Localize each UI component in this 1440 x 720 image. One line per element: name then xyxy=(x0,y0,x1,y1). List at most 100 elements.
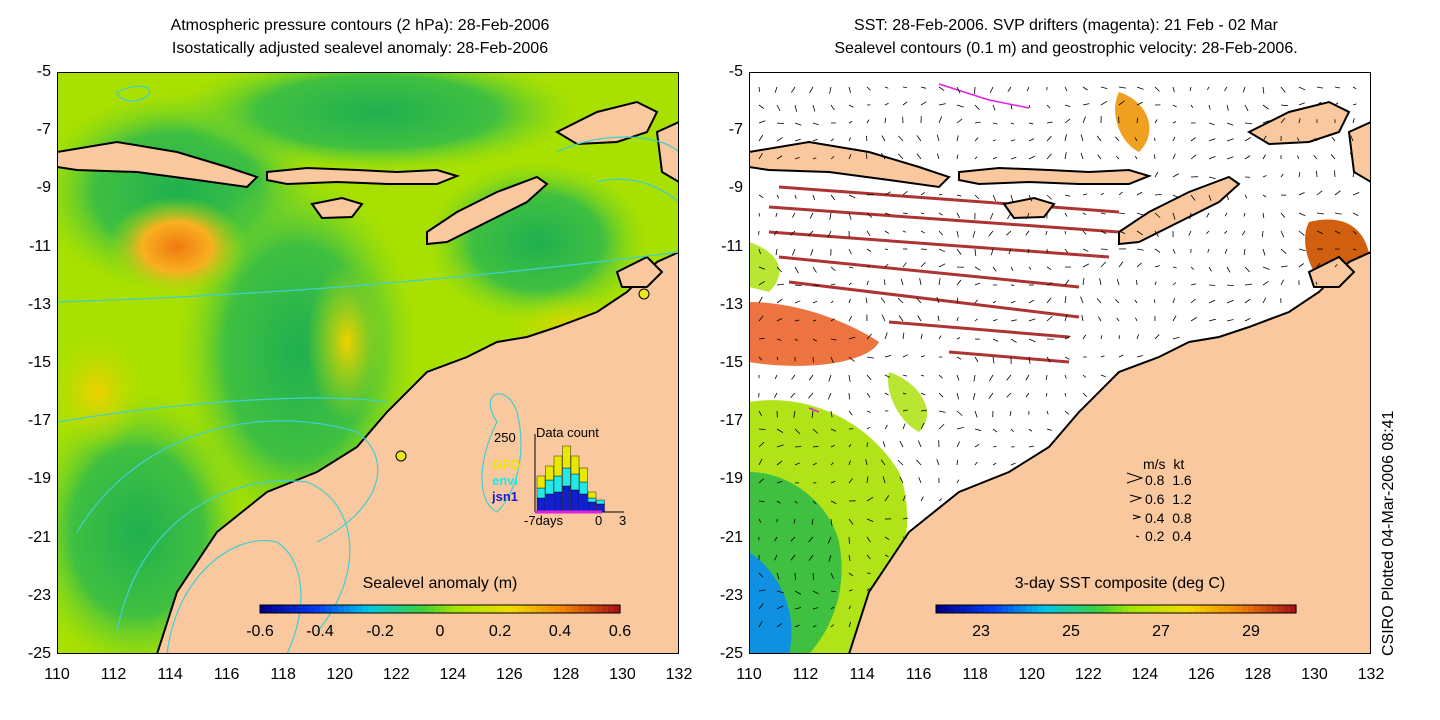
velocity-vector xyxy=(1046,282,1053,286)
velocity-legend-arrows xyxy=(1126,472,1144,538)
velocity-vector xyxy=(1262,175,1267,178)
velocity-vector xyxy=(1136,248,1144,251)
colorbar-segment xyxy=(1278,605,1285,613)
velocity-vector xyxy=(776,318,783,322)
velocity-vector xyxy=(1136,230,1144,236)
left-colorbar-tick: -0.6 xyxy=(246,623,274,640)
colorbar-segment xyxy=(1248,605,1255,613)
velocity-vector xyxy=(773,230,778,236)
velocity-vector xyxy=(992,356,995,364)
velocity-vector xyxy=(776,460,783,466)
sealevel-anomaly-map xyxy=(57,72,679,654)
velocity-vector xyxy=(884,554,889,557)
velocity-vector xyxy=(1028,266,1032,270)
velocity-vector xyxy=(1226,104,1229,111)
velocity-vector xyxy=(865,459,868,466)
velocity-vector xyxy=(810,248,814,256)
velocity-vector xyxy=(1028,138,1035,142)
colorbar-segment xyxy=(590,605,597,613)
melville-island xyxy=(1307,255,1356,288)
velocity-vector xyxy=(1010,104,1013,110)
velocity-vector xyxy=(758,603,764,610)
velocity-vector xyxy=(866,476,869,484)
velocity-vector xyxy=(956,479,960,484)
inset-bar xyxy=(587,497,597,503)
legend-ms-value: 0.6 xyxy=(1145,491,1165,507)
colorbar-segment xyxy=(1224,605,1231,613)
velocity-vector xyxy=(920,230,925,234)
velocity-vector xyxy=(1298,248,1306,252)
velocity-vector xyxy=(848,266,854,269)
velocity-vector xyxy=(1134,137,1138,142)
velocity-vector xyxy=(1008,248,1012,255)
velocity-vector xyxy=(974,121,981,124)
colorbar-segment xyxy=(512,605,519,613)
velocity-vector xyxy=(776,104,781,112)
colorbar-segment xyxy=(446,605,453,613)
velocity-vector xyxy=(992,139,996,142)
velocity-vector xyxy=(1243,248,1246,256)
velocity-vector xyxy=(1116,278,1120,286)
geostrophic-velocity-vectors xyxy=(758,86,1360,628)
velocity-vector xyxy=(1046,297,1052,304)
velocity-vector xyxy=(1208,318,1216,322)
velocity-vector xyxy=(936,153,940,160)
velocity-vector xyxy=(956,459,959,466)
velocity-vector xyxy=(791,86,796,93)
velocity-vector xyxy=(866,212,873,218)
velocity-vector xyxy=(1262,280,1269,286)
velocity-vector xyxy=(1172,248,1176,254)
colorbar-segment xyxy=(1104,605,1111,613)
colorbar-segment xyxy=(416,605,423,613)
velocity-vector xyxy=(1046,315,1053,322)
velocity-vector xyxy=(938,374,943,379)
right-y-tick: -19 xyxy=(719,470,743,488)
velocity-vector xyxy=(1009,410,1012,417)
velocity-vector xyxy=(812,445,819,448)
velocity-vector xyxy=(1298,117,1301,124)
velocity-vector xyxy=(794,138,801,142)
right-y-tick: -15 xyxy=(719,354,743,371)
legend-row: 0.2 0.4 xyxy=(1145,528,1192,544)
velocity-vector xyxy=(808,536,814,543)
velocity-vector xyxy=(1045,392,1048,397)
velocity-vector xyxy=(812,194,816,201)
velocity-vector xyxy=(827,392,832,400)
velocity-vector xyxy=(1136,86,1144,90)
velocity-vector xyxy=(1316,86,1324,89)
velocity-vector xyxy=(1296,155,1300,160)
velocity-vector xyxy=(972,230,976,238)
velocity-vector xyxy=(1244,194,1248,199)
velocity-vector xyxy=(884,248,889,250)
velocity-vector xyxy=(828,374,832,382)
velocity-vector xyxy=(808,554,814,561)
velocity-vector xyxy=(758,120,766,124)
velocity-vector xyxy=(956,104,964,108)
velocity-vector xyxy=(920,392,926,396)
colorbar-segment xyxy=(614,605,621,613)
left-y-tick: -19 xyxy=(27,470,51,488)
velocity-vector xyxy=(937,315,940,322)
colorbar-segment xyxy=(1152,605,1159,613)
colorbar-segment xyxy=(1212,605,1219,613)
velocity-vector xyxy=(758,248,761,255)
velocity-vector xyxy=(848,315,853,322)
velocity-vector xyxy=(956,426,964,430)
right-y-tick: -11 xyxy=(721,237,743,255)
velocity-vector xyxy=(1280,212,1286,218)
velocity-vector xyxy=(866,193,874,196)
left-y-tick: -13 xyxy=(27,295,51,313)
velocity-vector xyxy=(794,157,800,160)
velocity-vector xyxy=(992,194,997,202)
velocity-vector xyxy=(1007,212,1012,220)
velocity-vector xyxy=(1172,86,1175,93)
left-colorbar-tick: -0.4 xyxy=(306,623,334,640)
velocity-vector xyxy=(1313,154,1318,160)
velocity-vector xyxy=(790,392,796,398)
colorbar-frame xyxy=(935,604,1297,614)
velocity-vector xyxy=(812,104,816,112)
velocity-vector xyxy=(866,587,870,592)
velocity-vector xyxy=(848,86,852,93)
velocity-vector xyxy=(956,135,959,142)
velocity-vector xyxy=(792,248,796,256)
